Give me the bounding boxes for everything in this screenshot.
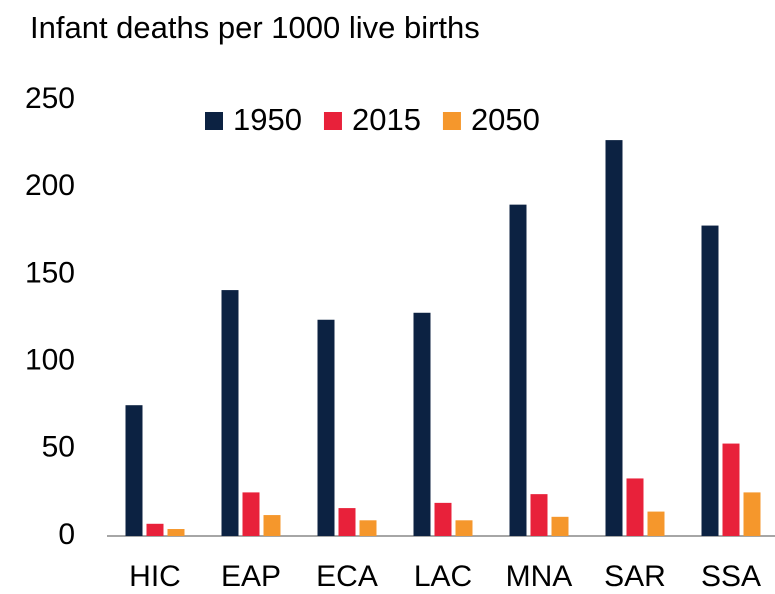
bar	[242, 492, 260, 536]
bar	[146, 523, 164, 536]
bar	[221, 290, 239, 536]
bar	[338, 508, 356, 536]
bar	[434, 502, 452, 536]
legend-label: 2015	[352, 102, 421, 137]
y-tick-label: 0	[58, 518, 75, 551]
y-tick-label: 150	[25, 256, 75, 289]
bar	[701, 225, 719, 536]
x-tick-label: ECA	[316, 560, 378, 593]
bar	[317, 319, 335, 536]
bar	[455, 520, 473, 536]
bar	[743, 492, 761, 536]
y-tick-label: 200	[25, 169, 75, 202]
x-tick-label: HIC	[129, 560, 181, 593]
bar	[647, 511, 665, 536]
x-tick-label: SAR	[604, 560, 666, 593]
legend-swatch	[323, 112, 342, 130]
bar	[722, 443, 740, 536]
bar	[263, 515, 281, 536]
legend-swatch	[442, 112, 461, 130]
chart-title: Infant deaths per 1000 live births	[30, 10, 480, 45]
x-tick-label: EAP	[221, 560, 281, 593]
x-tick-label: LAC	[414, 560, 472, 593]
legend-label: 1950	[233, 102, 302, 137]
bar	[605, 140, 623, 536]
bar	[125, 405, 143, 536]
bar	[413, 312, 431, 536]
bar	[359, 520, 377, 536]
y-tick-label: 100	[25, 344, 75, 377]
legend-label: 2050	[471, 102, 540, 137]
bar	[551, 516, 569, 536]
bar	[167, 529, 185, 536]
bar	[509, 204, 527, 536]
y-tick-label: 50	[42, 431, 75, 464]
legend-swatch	[205, 112, 223, 130]
y-tick-label: 250	[25, 82, 75, 115]
bar	[626, 478, 644, 536]
x-tick-label: SSA	[701, 560, 761, 593]
bar	[530, 494, 548, 536]
x-tick-label: MNA	[506, 560, 573, 593]
